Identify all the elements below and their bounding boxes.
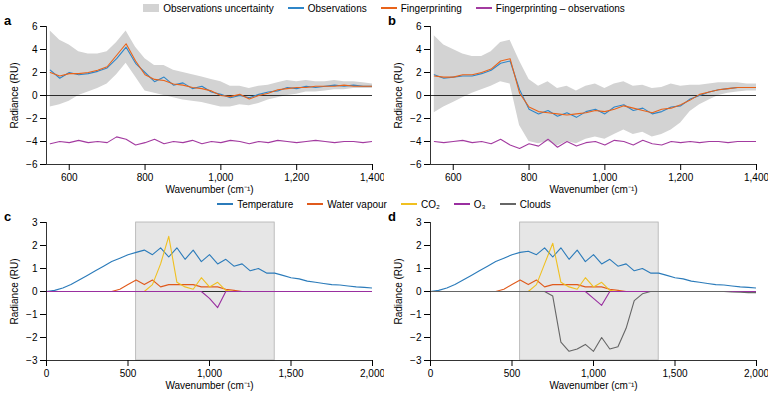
svg-text:0: 0 (44, 368, 50, 379)
svg-text:4: 4 (416, 44, 422, 55)
svg-text:−2: −2 (26, 113, 38, 124)
html-text:Clouds: Clouds (519, 198, 551, 210)
svg-text:2: 2 (416, 67, 422, 78)
svg-text:600: 600 (61, 172, 78, 183)
svg-text:−6: −6 (26, 159, 38, 170)
svg-text:1,200: 1,200 (668, 172, 693, 183)
svg-text:1,000: 1,000 (592, 172, 617, 183)
svg-text:1,400: 1,400 (360, 172, 384, 183)
svg-text:1,400: 1,400 (744, 172, 768, 183)
svg-text:2: 2 (416, 240, 422, 251)
svg-text:−1: −1 (26, 309, 38, 320)
svg-text:−2: −2 (26, 332, 38, 343)
svg-text:0: 0 (32, 286, 38, 297)
svg-text:2,000: 2,000 (744, 368, 768, 379)
svg-text:−4: −4 (410, 136, 422, 147)
html-text:Temperature: Temperature (237, 198, 294, 210)
html-text:b: b (388, 13, 396, 28)
svg-text:Radiance (RU): Radiance (RU) (9, 258, 20, 324)
svg-text:−6: −6 (410, 159, 422, 170)
svg-text:−4: −4 (26, 136, 38, 147)
html-text:Water vapour: Water vapour (327, 198, 387, 210)
svg-text:−2: −2 (410, 113, 422, 124)
svg-text:600: 600 (445, 172, 462, 183)
svg-text:1,000: 1,000 (208, 172, 233, 183)
svg-text:3: 3 (32, 217, 38, 228)
svg-text:2,000: 2,000 (360, 368, 384, 379)
svg-text:500: 500 (120, 368, 137, 379)
svg-text:Wavenumber (cm⁻¹): Wavenumber (cm⁻¹) (549, 184, 637, 195)
svg-text:1: 1 (416, 263, 422, 274)
html-text:d: d (388, 209, 396, 224)
svg-text:Radiance (RU): Radiance (RU) (393, 62, 404, 128)
svg-text:800: 800 (521, 172, 538, 183)
html-text:Observations uncertainty: Observations uncertainty (163, 2, 274, 14)
svg-text:2: 2 (32, 240, 38, 251)
svg-text:3: 3 (416, 217, 422, 228)
html-text:Observations: Observations (307, 2, 367, 14)
svg-text:500: 500 (504, 368, 521, 379)
svg-text:6: 6 (416, 21, 422, 32)
svg-text:0: 0 (32, 90, 38, 101)
svg-text:1,200: 1,200 (284, 172, 309, 183)
svg-text:−3: −3 (26, 355, 38, 366)
svg-text:Radiance (RU): Radiance (RU) (9, 62, 20, 128)
svg-text:0: 0 (416, 90, 422, 101)
html-text:c: c (4, 209, 12, 224)
svg-text:Wavenumber (cm⁻¹): Wavenumber (cm⁻¹) (165, 380, 253, 391)
svg-text:1,500: 1,500 (278, 368, 303, 379)
svg-text:800: 800 (137, 172, 154, 183)
svg-text:1,500: 1,500 (662, 368, 687, 379)
html-text:Fingerprinting – observations: Fingerprinting – observations (495, 2, 625, 14)
svg-text:−3: −3 (410, 355, 422, 366)
svg-text:Radiance (RU): Radiance (RU) (393, 258, 404, 324)
svg-text:1,000: 1,000 (197, 368, 222, 379)
svg-text:1: 1 (32, 263, 38, 274)
svg-text:2: 2 (32, 67, 38, 78)
html-text:CO₂: CO₂ (421, 198, 440, 210)
svg-text:0: 0 (416, 286, 422, 297)
svg-text:−1: −1 (410, 309, 422, 320)
svg-text:4: 4 (32, 44, 38, 55)
html-text:a: a (4, 13, 12, 28)
svg-text:6: 6 (32, 21, 38, 32)
svg-text:Wavenumber (cm⁻¹): Wavenumber (cm⁻¹) (549, 380, 637, 391)
svg-text:−2: −2 (410, 332, 422, 343)
html-text:O₃: O₃ (473, 198, 486, 210)
svg-text:1,000: 1,000 (581, 368, 606, 379)
svg-text:0: 0 (428, 368, 434, 379)
svg-text:Wavenumber (cm⁻¹): Wavenumber (cm⁻¹) (165, 184, 253, 195)
html-text:Fingerprinting: Fingerprinting (400, 2, 462, 14)
